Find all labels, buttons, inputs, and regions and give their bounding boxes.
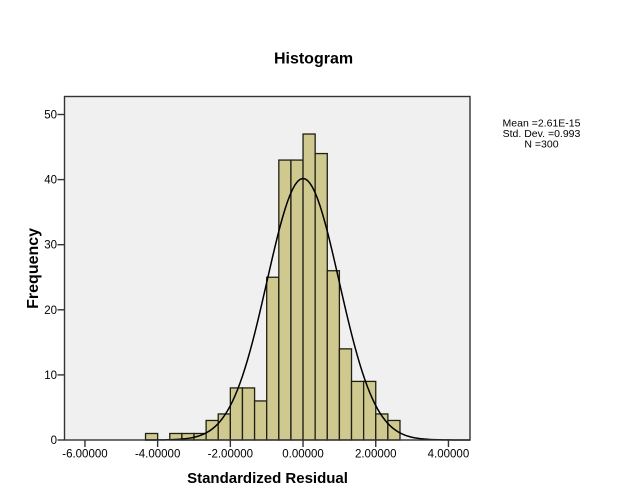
svg-text:0.00000: 0.00000: [282, 448, 324, 460]
svg-text:Mean =2.61E-15: Mean =2.61E-15: [503, 118, 581, 130]
svg-text:N =300: N =300: [524, 139, 558, 151]
svg-text:40: 40: [44, 175, 57, 187]
svg-text:-4.00000: -4.00000: [135, 448, 180, 460]
svg-text:-2.00000: -2.00000: [208, 448, 253, 460]
svg-text:Standardized Residual: Standardized Residual: [187, 470, 348, 487]
svg-text:20: 20: [44, 305, 57, 317]
svg-text:50: 50: [44, 110, 57, 122]
svg-text:0: 0: [51, 435, 57, 447]
svg-text:Histogram: Histogram: [274, 51, 353, 68]
svg-text:Frequency: Frequency: [25, 228, 42, 309]
svg-text:4.00000: 4.00000: [428, 448, 470, 460]
svg-text:Std. Dev. =0.993: Std. Dev. =0.993: [503, 128, 581, 140]
svg-text:30: 30: [44, 240, 57, 252]
svg-text:2.00000: 2.00000: [355, 448, 397, 460]
svg-text:-6.00000: -6.00000: [62, 448, 107, 460]
svg-text:10: 10: [44, 370, 57, 382]
